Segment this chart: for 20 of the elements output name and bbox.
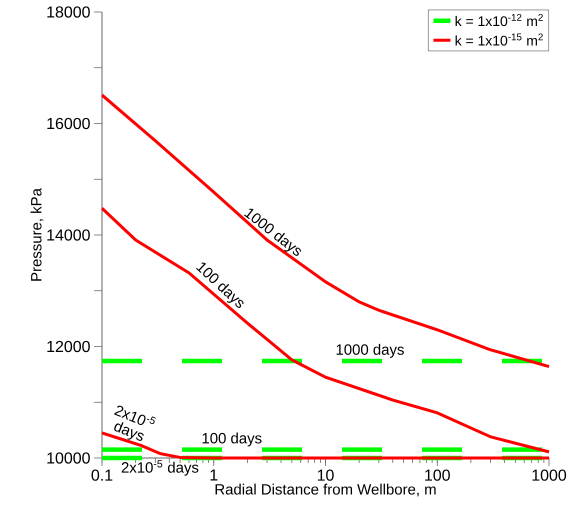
x-tick-label: 10 <box>318 470 334 481</box>
x-tick-label: 1000 <box>532 470 566 481</box>
y-tick-label: 14000 <box>47 229 90 241</box>
y-tick-label: 18000 <box>47 6 90 18</box>
x-tick-label: 0.1 <box>92 470 112 481</box>
y-axis-title: Pressure, kPa <box>30 188 44 281</box>
legend-label: k = 1x10$^{-15}$ m$^{2}$ <box>456 33 543 46</box>
legend-label: k = 1x10$^{-12}$ m$^{2}$ <box>456 14 543 26</box>
y-tick-label: 16000 <box>47 118 90 130</box>
x-tick-label: 100 <box>425 470 450 481</box>
x-axis-title: Radial Distance from Wellbore, m <box>216 484 436 496</box>
y-tick-label: 10000 <box>47 452 90 464</box>
annotation: 1000 days <box>336 344 404 358</box>
annotation: 2x10$^{-5}$ days <box>114 406 156 441</box>
annotation: 100 days <box>196 262 244 308</box>
x-tick-label: 1 <box>210 470 218 480</box>
annotation: 2x10$^{-5}$ days <box>122 460 198 476</box>
annotation: 1000 days <box>244 208 301 256</box>
annotation: 100 days <box>202 432 262 446</box>
y-tick-label: 12000 <box>47 340 90 352</box>
